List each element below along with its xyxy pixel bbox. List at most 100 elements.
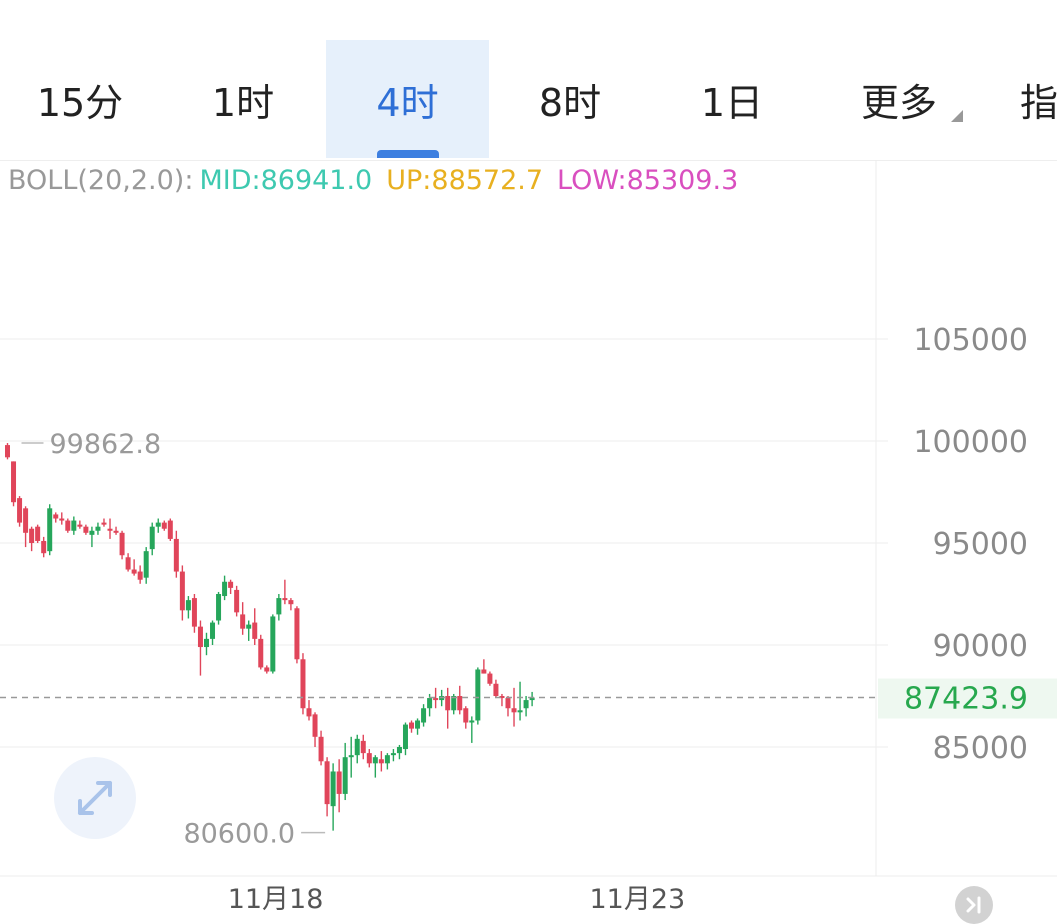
tab-more[interactable]: 更多	[813, 40, 985, 158]
skip-to-latest-icon	[966, 896, 981, 914]
candle-body	[511, 708, 517, 713]
skip-to-latest-button[interactable]	[955, 886, 993, 924]
candle-body	[29, 528, 35, 543]
candle-body	[396, 747, 402, 754]
candle-body	[216, 594, 222, 621]
candle-body	[17, 498, 23, 523]
candle-body	[360, 740, 366, 754]
candle-body	[210, 622, 216, 639]
y-tick-label: 85000	[933, 731, 1028, 766]
candle-body	[131, 569, 137, 574]
candle-body	[445, 696, 451, 711]
candle-body	[499, 696, 505, 699]
candle-body	[433, 698, 439, 701]
candle-body	[276, 598, 282, 615]
y-tick-label: 105000	[913, 323, 1028, 358]
candle-body	[282, 598, 288, 601]
candle-body	[119, 532, 125, 556]
low-price-label: 80600.0	[183, 819, 295, 850]
candle-body	[173, 538, 179, 572]
candle-body	[179, 571, 185, 611]
candle-body	[529, 697, 535, 701]
candle-body	[113, 530, 119, 533]
candle-body	[390, 753, 396, 756]
candle-body	[246, 624, 252, 629]
candle-body	[318, 736, 324, 762]
current-price-label: 87423.9	[904, 682, 1028, 717]
candle-body	[258, 638, 264, 668]
candle-body	[505, 698, 511, 709]
candle-body	[125, 557, 131, 570]
candle-body	[222, 581, 228, 597]
candle-body	[378, 759, 384, 764]
candle-body	[234, 589, 240, 613]
candle-body	[65, 520, 71, 531]
candle-body	[143, 551, 149, 578]
candle-body	[137, 571, 143, 580]
candle-body	[348, 755, 354, 758]
candle-body	[5, 445, 10, 458]
boll-legend: BOLL(20,2.0): MID:86941.0 UP:88572.7 LOW:85…	[8, 165, 752, 196]
candle-body	[427, 698, 433, 709]
candle-body	[270, 616, 276, 672]
candle-body	[23, 508, 29, 533]
candle-body	[197, 626, 203, 648]
candle-body	[306, 708, 312, 717]
candle-body	[228, 581, 234, 588]
candle-body	[366, 753, 372, 764]
candle-body	[191, 598, 197, 627]
tab-indicators[interactable]: 指	[1020, 80, 1057, 125]
y-tick-label: 100000	[913, 425, 1028, 460]
y-tick-label: 95000	[933, 527, 1028, 562]
candle-body	[342, 757, 348, 794]
candle-body	[463, 708, 469, 723]
candle-body	[354, 738, 360, 756]
candle-body	[523, 700, 529, 709]
x-tick-label: 11月23	[589, 884, 685, 915]
tab-4h[interactable]: 4时	[326, 40, 489, 158]
tab-15m[interactable]: 15分	[36, 80, 124, 125]
candle-body	[264, 667, 270, 672]
candle-body	[409, 722, 415, 729]
candle-body	[95, 526, 101, 531]
high-price-label: 99862.8	[50, 429, 162, 460]
tab-1d[interactable]: 1日	[700, 80, 764, 125]
candle-body	[11, 461, 17, 503]
tab-1h[interactable]: 1时	[211, 80, 275, 125]
boll-params: BOLL(20,2.0):	[8, 165, 194, 196]
active-tab-indicator	[376, 150, 439, 158]
candle-body	[384, 755, 390, 764]
candle-body	[53, 514, 59, 519]
candle-body	[107, 528, 113, 531]
candle-body	[185, 600, 191, 611]
expand-button[interactable]	[54, 757, 136, 839]
header-divider	[0, 160, 1057, 161]
candle-body	[451, 696, 457, 711]
candle-body	[469, 720, 475, 723]
candle-body	[161, 522, 167, 529]
candle-body	[252, 622, 258, 639]
candle-body	[71, 520, 77, 531]
expand-icon	[78, 781, 112, 815]
candle-body	[167, 520, 173, 539]
candle-body	[457, 696, 463, 711]
candle-body	[35, 526, 41, 541]
candle-body	[240, 614, 246, 629]
tab-more-label: 更多	[860, 80, 937, 125]
candle-body	[47, 508, 53, 552]
candle-body	[300, 659, 306, 709]
x-tick-label: 11月18	[228, 884, 324, 915]
candle-body	[421, 708, 427, 723]
candle-body	[155, 522, 161, 527]
tab-8h[interactable]: 8时	[538, 80, 602, 125]
candle-body	[203, 638, 209, 648]
candle-body	[101, 522, 107, 525]
candle-body	[312, 714, 318, 737]
candle-body	[402, 724, 408, 750]
candle-body	[481, 669, 487, 674]
boll-mid-value: MID:86941.0	[199, 165, 373, 196]
tab-4h-label: 4时	[376, 80, 439, 125]
candle-body	[475, 669, 481, 721]
candle-body	[493, 683, 499, 696]
